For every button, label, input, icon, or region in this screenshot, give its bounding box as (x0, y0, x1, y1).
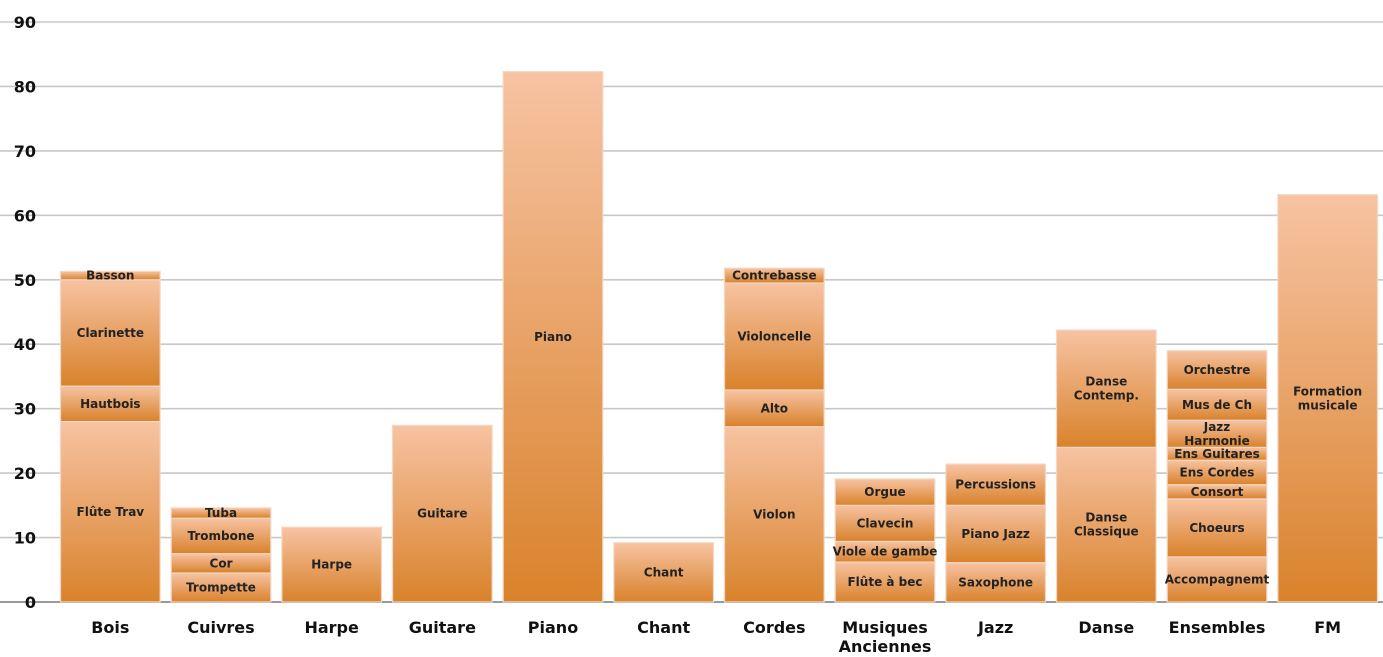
y-tick-label: 90 (14, 13, 36, 32)
segment-label: Trombone (187, 529, 254, 543)
segment-label: Orgue (864, 485, 905, 499)
bar-segment (170, 572, 272, 603)
x-category-label: Guitare (409, 618, 476, 637)
segment-label: Violoncelle (737, 329, 811, 343)
bar-segment (945, 504, 1047, 564)
x-category-label: Anciennes (839, 637, 932, 656)
x-category-label: Cordes (743, 618, 805, 637)
y-tick-label: 20 (14, 464, 36, 483)
bar-segment (59, 279, 161, 387)
bar-segment (391, 424, 493, 603)
segment-label: Harpe (311, 558, 352, 572)
bar-segment (1166, 419, 1268, 448)
segment-label: Mus de Ch (1182, 398, 1252, 412)
segment-label: Flûte à bec (847, 575, 922, 589)
x-category-label: Jazz (977, 618, 1013, 637)
bar-segment (945, 463, 1047, 506)
bar-segment (613, 542, 715, 603)
bar-segment (1166, 498, 1268, 558)
bar-segment (834, 561, 936, 603)
segment-label: Guitare (417, 507, 467, 521)
bar-segment (281, 526, 383, 603)
bar-segment (1166, 459, 1268, 486)
segment-label: Formation (1293, 384, 1362, 398)
segment-label: Orchestre (1184, 363, 1251, 377)
x-category-label: Harpe (304, 618, 359, 637)
bar-segment (1166, 388, 1268, 421)
segment-label: Harmonie (1184, 434, 1250, 448)
segment-label: Piano (534, 330, 572, 344)
segment-label: Violon (753, 507, 795, 521)
x-category-label: FM (1314, 618, 1341, 637)
bar-stacks: Flûte Trav Hautbois Clarinette Basson Trompe… (59, 71, 1379, 603)
segment-label: Clavecin (857, 516, 914, 530)
segment-label: Classique (1074, 525, 1139, 539)
segment-label: musicale (1298, 398, 1358, 412)
segment-label: Piano Jazz (961, 527, 1030, 541)
y-axis-ticks: 0 10 20 30 40 50 60 70 80 90 (14, 13, 36, 612)
bar-segment (723, 389, 825, 428)
segment-label: Jazz (1203, 420, 1231, 434)
bar-segment (945, 562, 1047, 603)
segment-label: Tuba (205, 506, 237, 520)
segment-label: Trompette (186, 581, 256, 595)
segment-label: Hautbois (80, 397, 141, 411)
segment-label: Danse (1085, 375, 1127, 389)
bar-segment (723, 282, 825, 391)
x-category-label: Danse (1078, 618, 1134, 637)
bar-segment (170, 507, 272, 519)
segment-label: Percussions (955, 478, 1036, 492)
segment-label: Ens Cordes (1180, 465, 1255, 479)
y-tick-label: 60 (14, 206, 36, 225)
x-axis-categories: Bois Cuivres Harpe Guitare Piano Chant Cordes M… (91, 618, 1341, 656)
bar-segment (723, 426, 825, 603)
bar-segment (834, 504, 936, 543)
segment-label: Accompagnemt (1165, 572, 1270, 586)
bar-segment (834, 478, 936, 506)
segment-label: Saxophone (958, 575, 1033, 589)
y-tick-label: 0 (25, 593, 36, 612)
x-category-label: Cuivres (187, 618, 254, 637)
segment-label: Chant (644, 565, 684, 579)
bar-segment (1166, 556, 1268, 603)
segment-label: Choeurs (1189, 521, 1244, 535)
bar-segment (59, 270, 161, 281)
bar-segment (1055, 329, 1157, 448)
segment-label: Cor (210, 556, 233, 570)
segment-label: Danse (1085, 511, 1127, 525)
bar-segment (1277, 194, 1379, 603)
y-tick-label: 80 (14, 77, 36, 96)
x-category-label: Chant (637, 618, 690, 637)
segment-label: Contrebasse (732, 269, 817, 283)
y-tick-label: 50 (14, 271, 36, 290)
y-tick-label: 40 (14, 335, 36, 354)
x-category-label: Ensembles (1169, 618, 1266, 637)
segment-label: Flûte Trav (77, 505, 145, 519)
bar-segment (1055, 446, 1157, 603)
segment-label: Basson (86, 269, 134, 283)
y-tick-label: 10 (14, 529, 36, 548)
bar-segment (1166, 350, 1268, 390)
y-tick-label: 30 (14, 400, 36, 419)
segment-label: Contemp. (1074, 389, 1139, 403)
segment-label: Consort (1191, 485, 1244, 499)
segment-label: Ens Guitares (1174, 447, 1260, 461)
y-tick-label: 70 (14, 142, 36, 161)
x-category-label: Piano (528, 618, 578, 637)
x-category-label: Bois (91, 618, 129, 637)
segment-label: Viole de gambe (833, 545, 938, 559)
x-category-label: Musiques (842, 618, 928, 637)
segment-label: Clarinette (77, 326, 144, 340)
bar-segment (59, 385, 161, 423)
segment-label: Alto (761, 401, 788, 415)
bar-segment (723, 267, 825, 284)
bar-segment (502, 71, 604, 603)
